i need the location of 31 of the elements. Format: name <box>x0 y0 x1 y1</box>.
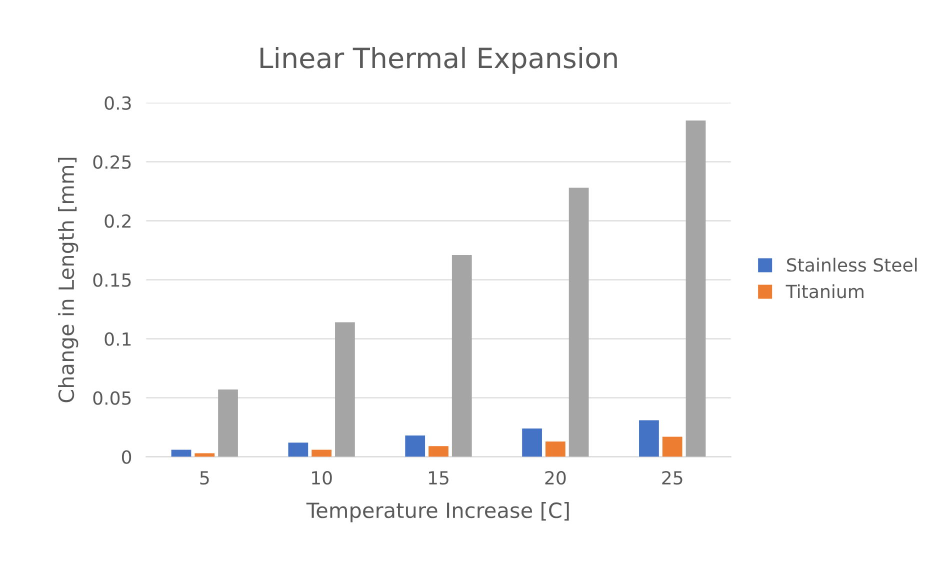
bar <box>639 420 659 457</box>
x-tick-label: 10 <box>312 471 332 485</box>
legend-label: Stainless Steel <box>787 258 917 272</box>
y-tick-label: 0.25 <box>93 155 131 169</box>
x-tick-label: 25 <box>662 471 682 485</box>
bar <box>405 436 426 457</box>
bar <box>335 322 355 457</box>
x-axis-title: Temperature Increase [C] <box>306 502 569 522</box>
bar <box>428 446 448 457</box>
y-tick-label: 0.15 <box>93 273 131 287</box>
chart-title: Linear Thermal Expansion <box>260 46 617 74</box>
bar <box>686 120 706 457</box>
x-tick-label: 15 <box>428 471 448 485</box>
bar <box>171 450 192 457</box>
bar <box>288 442 308 457</box>
y-tick-label: 0.1 <box>104 332 131 346</box>
bar <box>312 450 332 457</box>
bar <box>662 436 682 457</box>
y-tick-label: 0.3 <box>104 96 131 110</box>
x-tick-label: 5 <box>200 471 209 485</box>
y-axis-title: Change in Length [mm] <box>58 158 78 402</box>
bar <box>452 255 472 457</box>
y-tick-label: 0 <box>122 450 132 464</box>
bar <box>545 441 566 457</box>
bar <box>218 390 238 457</box>
bar <box>568 188 589 457</box>
x-tick-label: 20 <box>545 471 566 485</box>
bar <box>522 428 542 457</box>
y-tick-label: 0.05 <box>93 391 131 405</box>
y-tick-label: 0.2 <box>104 214 130 228</box>
legend-label: Titanium <box>786 284 864 298</box>
